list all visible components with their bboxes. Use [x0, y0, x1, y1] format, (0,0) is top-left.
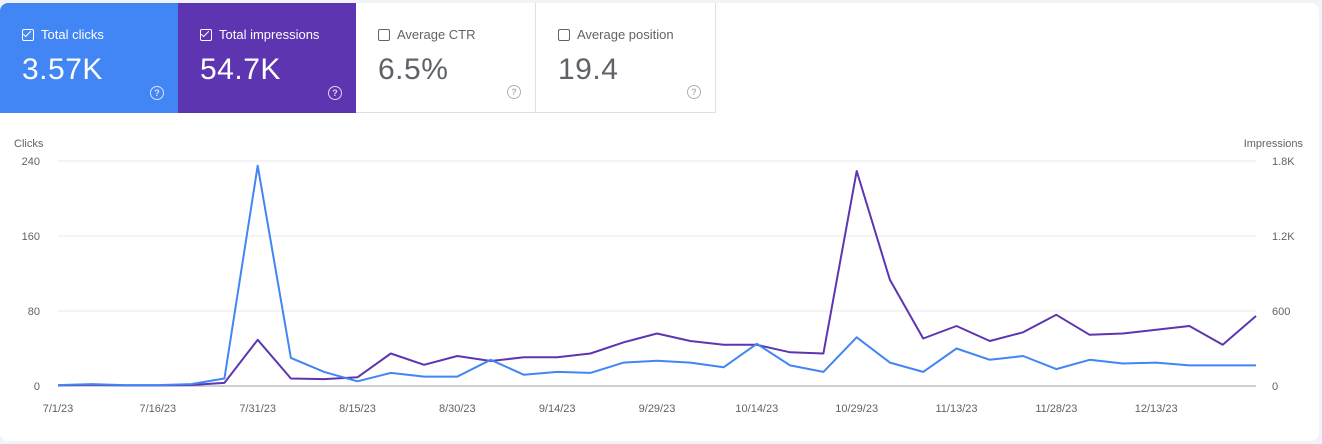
metric-label: Total impressions — [219, 27, 320, 42]
metric-value: 54.7K — [200, 53, 281, 86]
right-tick-label: 600 — [1272, 306, 1290, 318]
x-tick-label: 7/1/23 — [43, 403, 74, 415]
metric-card-average-position[interactable]: Average position 19.4 ? — [536, 3, 716, 113]
x-tick-label: 8/15/23 — [339, 403, 376, 415]
x-tick-label: 12/13/23 — [1135, 403, 1178, 415]
right-tick-label: 1.2K — [1272, 231, 1295, 243]
x-tick-label: 7/16/23 — [139, 403, 176, 415]
series-line-impressions — [57, 170, 1257, 387]
help-icon[interactable]: ? — [507, 85, 521, 99]
right-tick-label: 0 — [1272, 381, 1278, 393]
metric-card-total-impressions[interactable]: Total impressions 54.7K ? — [178, 3, 356, 113]
left-tick-label: 160 — [22, 231, 40, 243]
left-tick-label: 80 — [28, 306, 40, 318]
x-tick-label: 9/14/23 — [539, 403, 576, 415]
performance-panel: Total clicks 3.57K ? Total impressions 5… — [0, 3, 1319, 441]
metric-label: Total clicks — [41, 27, 104, 42]
metric-cards: Total clicks 3.57K ? Total impressions 5… — [0, 3, 716, 113]
checkbox-unchecked-icon[interactable] — [378, 29, 390, 41]
series-lines — [57, 164, 1257, 387]
metric-label: Average CTR — [397, 27, 476, 42]
metric-value: 6.5% — [378, 53, 449, 86]
left-tick-label: 0 — [34, 381, 40, 393]
help-icon[interactable]: ? — [150, 86, 164, 100]
help-icon[interactable]: ? — [687, 85, 701, 99]
right-axis-title: Impressions — [1243, 138, 1303, 150]
x-tick-label: 10/14/23 — [735, 403, 778, 415]
right-tick-label: 1.8K — [1272, 156, 1295, 168]
left-axis-title: Clicks — [14, 138, 44, 150]
x-tick-label: 11/28/23 — [1035, 403, 1077, 415]
metric-value: 19.4 — [558, 53, 619, 86]
series-line-clicks — [57, 164, 1256, 387]
metric-card-total-clicks[interactable]: Total clicks 3.57K ? — [0, 3, 178, 113]
x-tick-label: 10/29/23 — [835, 403, 878, 415]
checkbox-checked-icon[interactable] — [200, 28, 212, 41]
grid-lines — [58, 160, 1256, 387]
metric-label: Average position — [577, 27, 674, 42]
checkbox-checked-icon[interactable] — [22, 28, 34, 41]
x-tick-label: 11/13/23 — [935, 403, 977, 415]
x-tick-label: 9/29/23 — [639, 403, 676, 415]
help-icon[interactable]: ? — [328, 86, 342, 100]
x-tick-label: 7/31/23 — [239, 403, 276, 415]
checkbox-unchecked-icon[interactable] — [558, 29, 570, 41]
x-tick-label: 8/30/23 — [439, 403, 476, 415]
left-tick-label: 240 — [22, 156, 40, 168]
metric-card-average-ctr[interactable]: Average CTR 6.5% ? — [356, 3, 536, 113]
metric-value: 3.57K — [22, 53, 103, 86]
